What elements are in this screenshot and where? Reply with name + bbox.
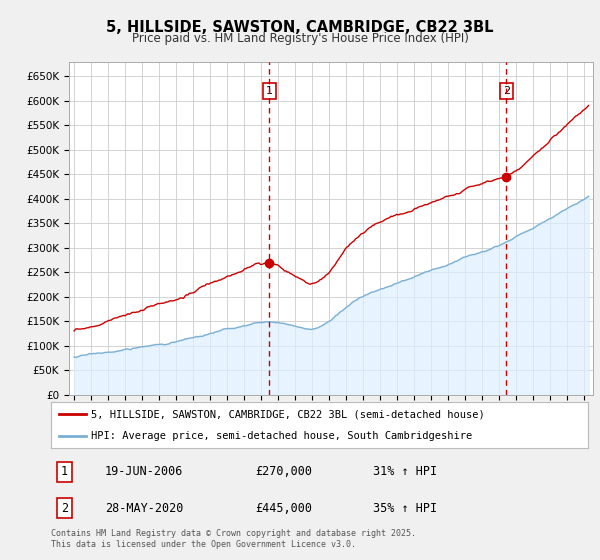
Text: HPI: Average price, semi-detached house, South Cambridgeshire: HPI: Average price, semi-detached house,… [91, 431, 473, 441]
Text: Contains HM Land Registry data © Crown copyright and database right 2025.
This d: Contains HM Land Registry data © Crown c… [51, 529, 416, 549]
Text: 28-MAY-2020: 28-MAY-2020 [105, 502, 183, 515]
Text: Price paid vs. HM Land Registry's House Price Index (HPI): Price paid vs. HM Land Registry's House … [131, 32, 469, 45]
Text: 35% ↑ HPI: 35% ↑ HPI [373, 502, 437, 515]
Text: 19-JUN-2006: 19-JUN-2006 [105, 465, 183, 478]
Text: 2: 2 [503, 86, 510, 96]
Text: £445,000: £445,000 [255, 502, 312, 515]
Text: 1: 1 [266, 86, 272, 96]
Text: 31% ↑ HPI: 31% ↑ HPI [373, 465, 437, 478]
Text: £270,000: £270,000 [255, 465, 312, 478]
Text: 2: 2 [61, 502, 68, 515]
Text: 1: 1 [61, 465, 68, 478]
Text: 5, HILLSIDE, SAWSTON, CAMBRIDGE, CB22 3BL (semi-detached house): 5, HILLSIDE, SAWSTON, CAMBRIDGE, CB22 3B… [91, 409, 485, 419]
Text: 5, HILLSIDE, SAWSTON, CAMBRIDGE, CB22 3BL: 5, HILLSIDE, SAWSTON, CAMBRIDGE, CB22 3B… [106, 20, 494, 35]
